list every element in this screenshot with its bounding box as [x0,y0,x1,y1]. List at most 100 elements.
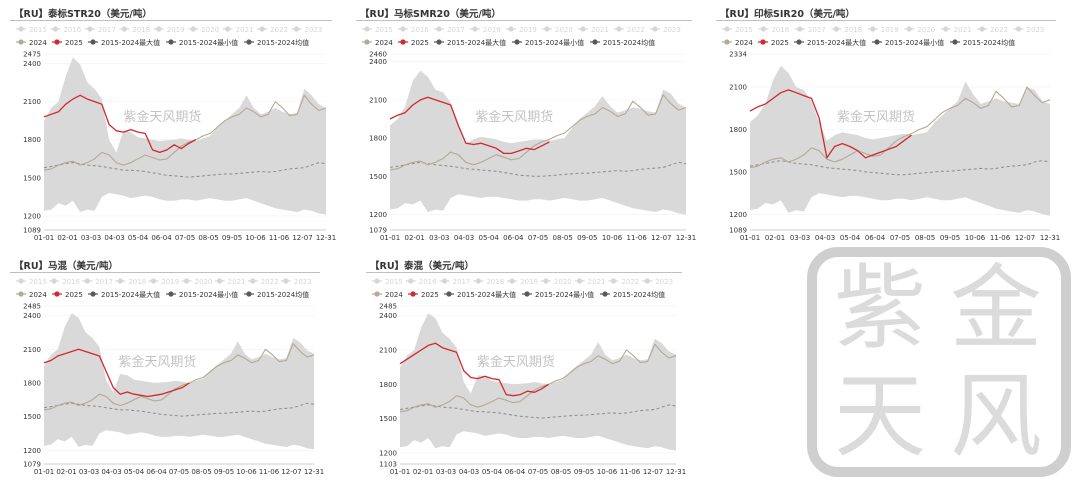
x-tick-label: 01-01 [34,468,54,476]
legend-marker [436,26,442,32]
legend-item-year-2023: 2023 [280,278,312,286]
legend-item-year-2020: 2020 [542,26,573,34]
legend-marker [87,26,93,32]
legend-label: 2024 [375,39,393,47]
x-tick-label: 07-05 [175,234,195,242]
legend-label: 2015-2024均值 [257,290,309,299]
legend-label: 2021 [954,26,972,34]
legend-label: 2016 [411,26,429,34]
legend-item-year-2019: 2019 [148,278,179,286]
legend-marker [293,26,300,32]
series-2025-line [389,96,550,155]
legend-marker [90,291,96,297]
legend-item-1: 2025 [408,291,439,299]
y-tick-label: 2485 [23,303,41,311]
legend-label: 2021 [228,278,246,286]
max-min-band [44,57,326,215]
chart-panel-thai-str20: 【RU】泰标STR20（美元/吨） 2015 2016 2017 2018 2019 20… [10,6,336,246]
legend-item-3: 2015-2024最小值 [512,38,584,47]
x-tick-label: 02-01 [57,234,77,242]
legend-label: 2019 [161,278,179,286]
legend-item-year-2018: 2018 [119,26,150,34]
y-tick-label: 2400 [369,58,387,66]
x-tick-label: 09-05 [222,234,242,242]
average-line [43,402,315,417]
legend-item-year-2022: 2022 [608,278,639,286]
legend-marker [436,39,442,45]
chart-svg: 2015 2016 2017 2018 2019 2020 2021 2022 2023 2024… [362,26,696,242]
legend-label: 2025 [771,39,789,47]
x-tick-label: 08-05 [915,234,935,242]
y-tick-label: 1500 [379,415,397,423]
legend-label: 2017 [453,278,471,286]
legend-marker [509,278,515,284]
legend-marker [943,26,949,32]
legend-marker [410,291,416,297]
legend-item-year-2015: 2015 [372,278,403,286]
x-tick-label: 05-04 [840,234,861,242]
x-tick-label: 05-04 [128,234,149,242]
y-tick-label: 1500 [729,168,747,176]
legend-label: 2018 [486,278,504,286]
legend-item-year-2019: 2019 [506,26,537,34]
x-tick-label: 11-06 [620,468,641,476]
x-tick-label: 11-06 [259,468,280,476]
y-tick-label: 1200 [379,449,397,457]
legend-label: 2022 [627,26,645,34]
legend-marker [374,278,380,284]
chart-svg: 2015 2016 2017 2018 2019 2020 2021 2022 2023 2024… [16,278,324,476]
legend-item-0: 2024 [722,39,753,47]
legend-marker [797,26,803,32]
legend-item-3: 2015-2024最小值 [166,290,238,299]
legend-label: 2025 [65,291,83,299]
legend-marker [602,291,608,297]
legend-marker [121,26,127,32]
legend-marker [54,291,60,297]
legend-label: 2023 [294,278,312,286]
legend-label: 2020 [201,26,219,34]
x-tick-label: 12-07 [292,234,312,242]
chart-title: 【RU】泰标STR20（美元/吨） [14,9,152,20]
legend-label: 2022 [990,26,1008,34]
legend-item-1: 2025 [398,39,429,47]
legend-marker [870,26,876,32]
legend-label: 2016 [62,278,80,286]
legend-marker [906,26,912,32]
x-tick-label: 03-03 [81,234,101,242]
legend-marker [544,26,550,32]
legend-item-year-2019: 2019 [153,26,185,34]
legend-label: 2015-2024最小值 [179,290,238,299]
legend-label: 2015-2024最大值 [101,290,160,299]
legend-marker [408,278,414,284]
legend-label: 2016 [419,278,437,286]
x-tick-label: 05-04 [478,234,499,242]
legend-item-year-2017: 2017 [439,278,471,286]
x-tick-label: 02-01 [56,468,76,476]
legend-item-0: 2024 [16,39,47,47]
x-tick-label: 04-03 [815,234,835,242]
legend-label: 2016 [63,26,81,34]
legend-item-year-2023: 2023 [1013,26,1044,34]
legend-marker [508,26,514,32]
legend-item-year-2017: 2017 [84,26,116,34]
x-tick-label: 05-04 [124,468,145,476]
legend-item-year-2020: 2020 [540,278,572,286]
legend-marker [283,278,289,284]
legend-item-year-2021: 2021 [222,26,253,34]
chart-title: 【RU】印标SIR20（美元/吨） [720,9,855,20]
y-tick-label: 1079 [23,461,41,469]
x-tick-label: 06-04 [151,234,172,242]
legend-item-year-2015: 2015 [16,26,47,34]
legend-marker [652,26,658,32]
chart-panel-thai-mix: 【RU】泰混（美元/吨） 2015 2016 2017 2018 2019 2020 202… [366,258,686,480]
legend-item-year-2023: 2023 [642,278,673,286]
legend-label: 2015-2024最小值 [179,38,238,47]
legend-marker [472,26,478,32]
y-tick-label: 1200 [729,211,747,219]
x-tick-label: 10-06 [597,468,618,476]
y-tick-label: 1800 [23,136,41,144]
legend-item-year-2018: 2018 [473,278,504,286]
x-tick-label: 04-03 [454,234,474,242]
x-tick-label: 11-06 [269,234,290,242]
x-tick-label: 07-05 [528,234,548,242]
